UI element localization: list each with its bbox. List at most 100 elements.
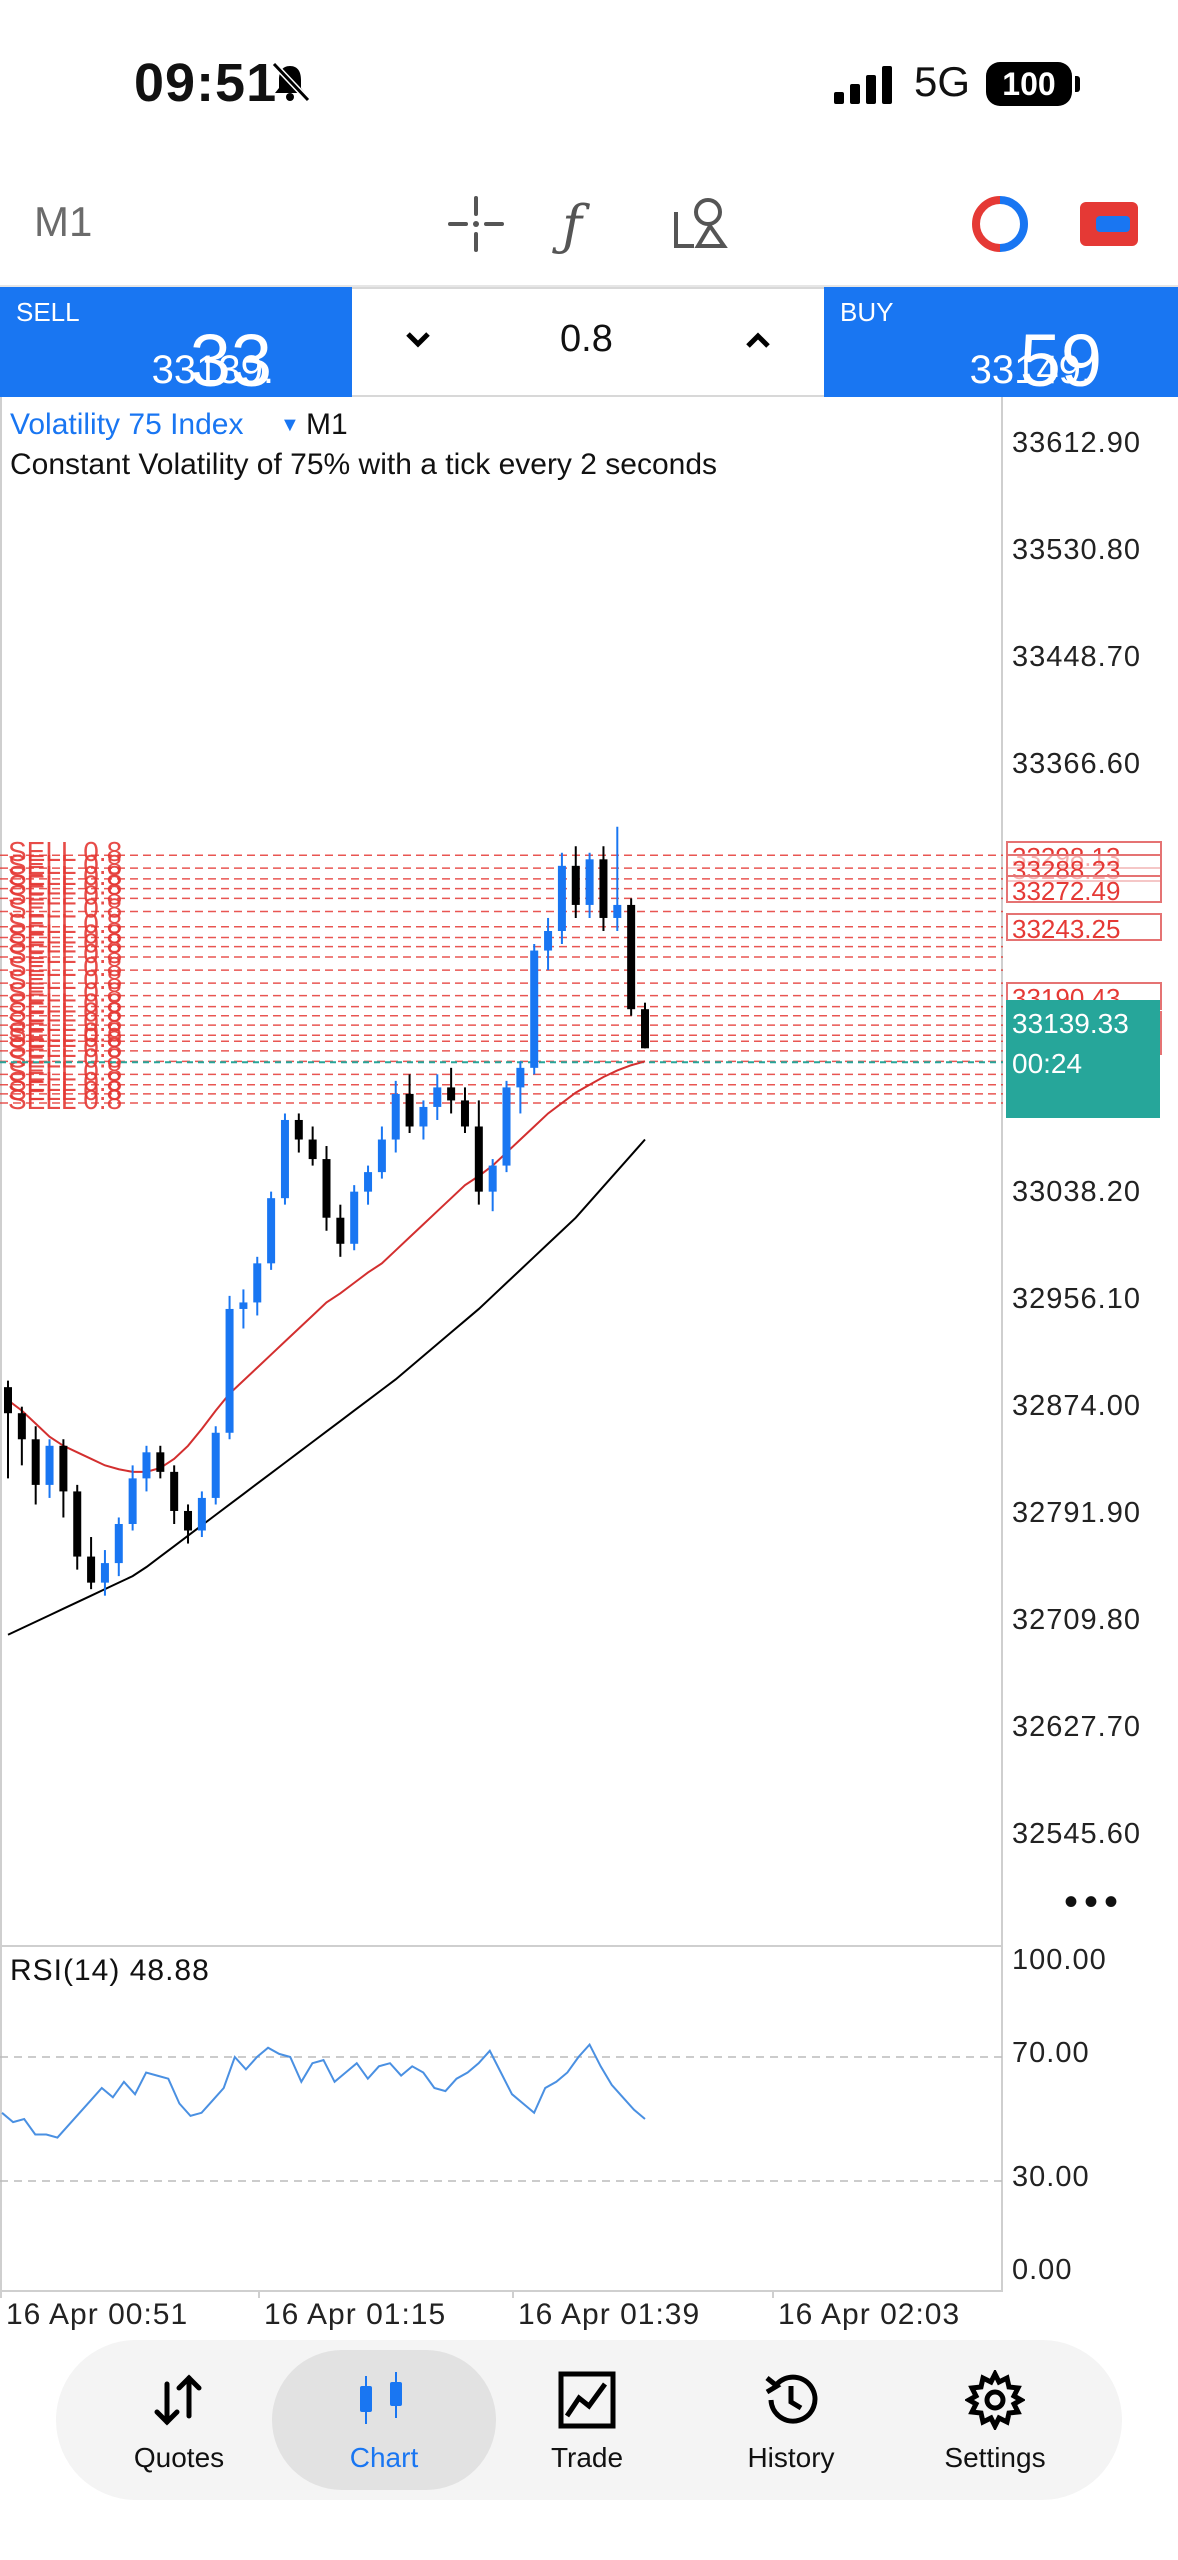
order-label: SELL 0.8 [8,988,122,1019]
time-axis-tick [512,2290,514,2298]
symbol-name[interactable]: Volatility 75 Index [10,408,244,441]
candle-body [627,904,636,1010]
current-price: 33139.33 [1012,1008,1129,1039]
moving-average-black [7,1138,646,1636]
order-price-tag: 33243.25 [1006,912,1162,941]
history-icon [765,2374,818,2424]
buy-label: BUY [840,297,894,327]
battery-icon: 100 [986,62,1080,106]
sell-price-main: 33139. [151,348,274,392]
trade-icon [558,2371,616,2429]
quotes-icon [154,2374,202,2426]
candle-body [377,1139,386,1173]
more-icon[interactable]: ••• [1064,1880,1125,1924]
nav-trade[interactable]: Trade [492,2350,682,2490]
lot-increase-button[interactable] [740,322,776,363]
nav-history[interactable]: History [696,2350,886,2490]
nav-history-label: History [747,2442,835,2473]
sell-button[interactable]: SELL 33139. 33 [0,287,352,402]
timeframe-button[interactable]: M1 [34,198,93,245]
lot-value[interactable]: 0.8 [560,318,613,360]
candle-body [59,1445,68,1492]
candle-body [391,1093,400,1140]
candle-body [17,1413,26,1440]
candle-body [336,1217,345,1244]
chart-divider [0,1945,1003,1947]
rsi-axis-label: 100.00 [1012,1944,1107,1976]
buy-button[interactable]: BUY 33149. 59 [824,287,1178,402]
sell-price-big: 33 [189,319,272,402]
lot-control [352,287,824,397]
trade-panel-icon[interactable] [1080,202,1138,251]
buy-price-main: 33149. [969,348,1092,392]
crosshair-icon[interactable] [448,196,504,257]
candle-body [225,1308,234,1433]
network-type: 5G [914,58,971,105]
candle-body [128,1478,137,1524]
candle-body [45,1445,54,1485]
nav-chart-label: Chart [349,2442,419,2473]
rsi-axis-label: 30.00 [1012,2161,1090,2193]
candle-body [516,1067,525,1088]
order-label: SELL 0.8 [8,919,122,950]
time-axis-label: 16 Apr 00:51 [6,2298,189,2331]
lot-decrease-button[interactable] [400,322,436,363]
muted-bell-icon [268,60,312,109]
candle-body [87,1556,96,1583]
price-axis-label: 32627.70 [1012,1711,1141,1743]
candle-body [350,1191,359,1244]
candle-body [322,1159,331,1218]
nav-chart[interactable]: Chart [272,2350,496,2490]
rsi-axis-label: 70.00 [1012,2037,1090,2069]
price-axis-label: 32709.80 [1012,1604,1141,1636]
time-axis-tick [772,2290,774,2298]
order-label: SELL 0.8 [8,1006,122,1037]
candle-body [211,1432,220,1498]
objects-icon[interactable] [670,194,730,257]
candle-body [142,1452,151,1479]
nav-quotes[interactable]: Quotes [84,2350,274,2490]
order-label: SELL 0.8 [8,908,122,939]
current-price-tag: 33139.33 00:24 [1006,1000,1160,1118]
order-label: SELL 0.8 [8,964,122,995]
candle-body [433,1087,442,1107]
order-label: SELL 0.8 [8,1042,122,1073]
candle-body [613,904,622,918]
rsi-line [1,2042,646,2139]
price-axis-label: 33038.20 [1012,1176,1141,1208]
price-axis-label: 32874.00 [1012,1390,1141,1422]
order-label: SELL 0.8 [8,860,122,891]
one-click-trading-icon[interactable] [970,196,1030,257]
price-axis-label: 33530.80 [1012,534,1141,566]
price-axis-label: 33448.70 [1012,641,1141,673]
order-price-tag: 33272.49 [1006,874,1162,903]
candle-body [31,1439,40,1485]
time-axis-label: 16 Apr 01:39 [518,2298,701,2331]
nav-trade-label: Trade [550,2442,624,2473]
time-axis-label: 16 Apr 01:15 [264,2298,447,2331]
nav-settings[interactable]: Settings [900,2350,1090,2490]
chart-area[interactable] [0,397,1003,2290]
order-label: SELL 0.8 [8,1055,122,1086]
candle-body [267,1198,276,1264]
nav-settings-label: Settings [944,2442,1046,2473]
order-label: SELL 0.8 [8,951,122,982]
candle-body [571,865,580,905]
symbol-dropdown-icon[interactable]: ▼ [280,414,300,436]
price-axis-label: 33366.60 [1012,748,1141,780]
order-label: SELL 0.8 [8,1075,122,1106]
candle-body [280,1119,289,1199]
candle-body [308,1139,317,1160]
time-axis-tick [258,2290,260,2298]
price-axis-label: 32956.10 [1012,1283,1141,1315]
order-label: SELL 0.8 [8,1066,122,1097]
price-axis-label: 32545.60 [1012,1818,1141,1850]
indicators-icon[interactable]: ƒ [562,194,582,257]
order-label: SELL 0.8 [8,1022,122,1053]
order-label: SELL 0.8 [8,997,122,1028]
candle-body [585,859,594,905]
order-label: SELL 0.8 [8,1084,122,1115]
order-label: SELL 0.8 [8,977,122,1008]
order-label: SELL 0.8 [8,938,122,969]
